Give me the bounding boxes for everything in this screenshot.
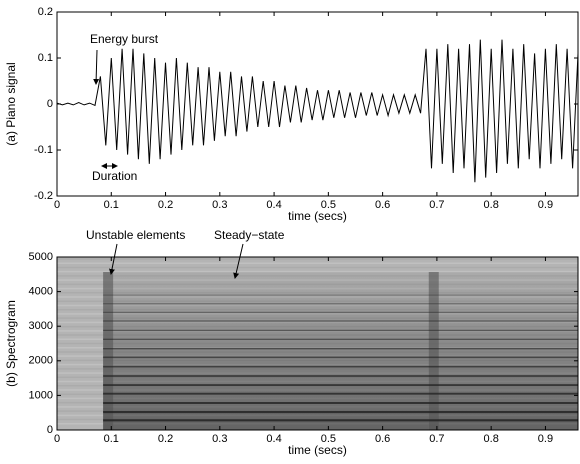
x-tick-label: 0.8 <box>484 433 499 445</box>
x-tick-label: 0.4 <box>266 199 281 211</box>
waveform <box>56 39 579 183</box>
annotation-arrow <box>109 243 118 275</box>
x-tick-label: 0.2 <box>158 433 173 445</box>
x-tick-label: 0.5 <box>321 433 336 445</box>
y-tick-label: 3000 <box>29 320 53 332</box>
x-axis-label: time (secs) <box>288 209 347 223</box>
x-tick-label: 0.9 <box>538 433 553 445</box>
y-tick-label: 0.1 <box>38 52 53 64</box>
sound-region <box>428 272 578 430</box>
annotation: Energy burst <box>90 32 159 46</box>
onset <box>103 272 114 430</box>
y-tick-label: 5000 <box>29 251 53 263</box>
x-tick-label: 0.1 <box>104 199 119 211</box>
x-tick-label: 0.5 <box>321 199 336 211</box>
x-tick-label: 0.2 <box>158 199 173 211</box>
x-tick-label: 0.7 <box>429 433 444 445</box>
x-axis-label: time (secs) <box>288 443 347 457</box>
y-tick-label: 2000 <box>29 355 53 367</box>
x-tick-label: 0.9 <box>538 199 553 211</box>
x-tick-label: 0.4 <box>266 433 281 445</box>
y-tick-label: 0 <box>47 98 53 110</box>
y-tick-label: 0 <box>47 424 53 436</box>
annotation: Steady−state <box>214 228 285 242</box>
x-tick-label: 0 <box>54 433 60 445</box>
sound-region <box>103 272 429 430</box>
onset <box>428 272 439 430</box>
y-tick-label: 0.2 <box>38 6 53 18</box>
x-tick-label: 0.6 <box>375 199 390 211</box>
annotation-arrow <box>93 49 100 85</box>
y-axis-label: (b) Spectrogram <box>4 300 18 387</box>
x-tick-label: 0.3 <box>212 199 227 211</box>
annotation: Unstable elements <box>86 228 185 242</box>
y-axis-label: (a) Piano signal <box>4 62 18 145</box>
y-tick-label: -0.1 <box>34 144 53 156</box>
x-tick-label: 0.3 <box>212 433 227 445</box>
annotation-arrow <box>233 243 244 279</box>
y-tick-label: 1000 <box>29 389 53 401</box>
plot-frame <box>56 256 579 431</box>
annotation: Duration <box>92 169 137 183</box>
x-tick-label: 0 <box>54 199 60 211</box>
y-tick-label: -0.2 <box>34 190 53 202</box>
x-tick-label: 0.8 <box>484 199 499 211</box>
x-tick-label: 0.6 <box>375 433 390 445</box>
y-tick-label: 4000 <box>29 286 53 298</box>
x-tick-label: 0.1 <box>104 433 119 445</box>
x-tick-label: 0.7 <box>429 199 444 211</box>
